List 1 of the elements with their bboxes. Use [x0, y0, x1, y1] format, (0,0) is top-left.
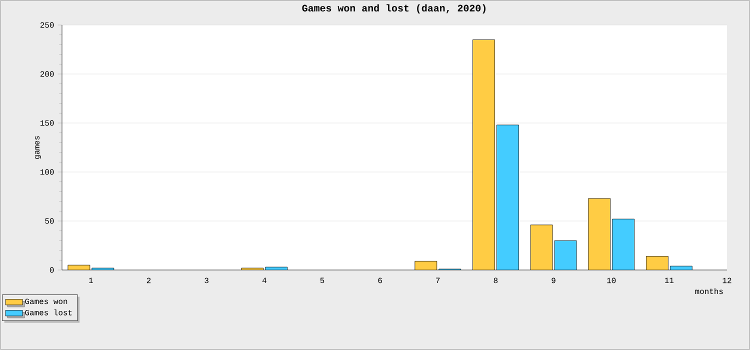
chart-title: Games won and lost (daan, 2020)	[302, 4, 486, 14]
